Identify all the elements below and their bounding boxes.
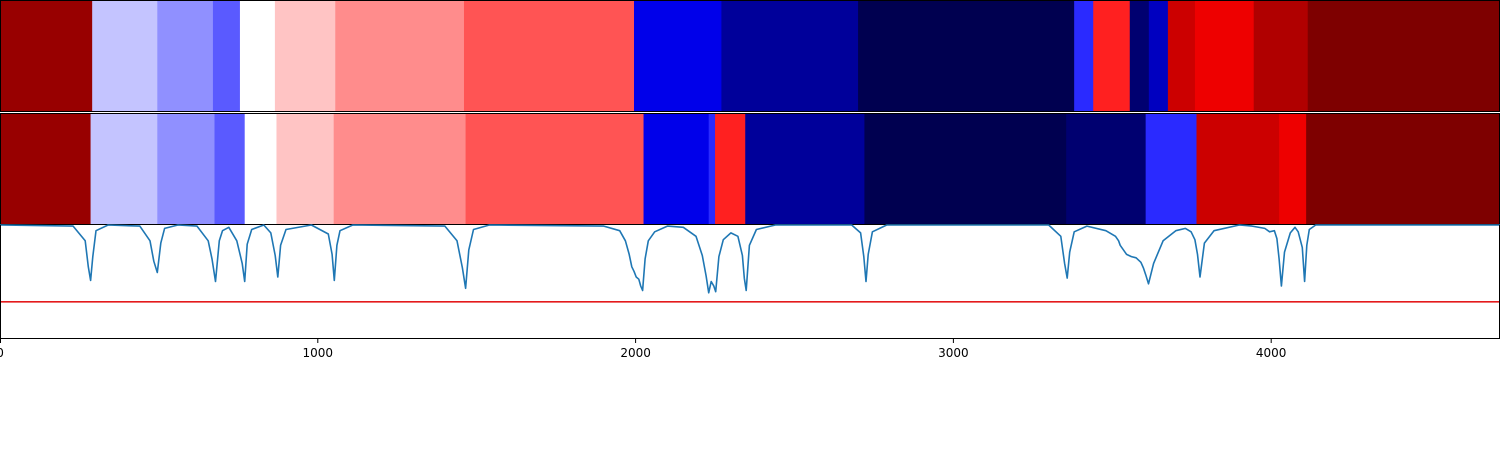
heatmap-segment [1196, 113, 1280, 225]
heatmap-segment [333, 113, 467, 225]
heatmap-segment [643, 113, 710, 225]
heatmap-segment [1279, 113, 1307, 225]
heatmap-segment [90, 113, 158, 225]
heatmap-segment [92, 0, 158, 112]
heatmap-segment [1306, 113, 1500, 225]
heatmap-segment [214, 113, 246, 225]
heatmap-track-bottom [0, 113, 1500, 225]
heatmap-segment [335, 0, 465, 112]
heatmap-segment [212, 0, 241, 112]
heatmap-segment [864, 113, 1067, 225]
line-plot-panel [0, 224, 1500, 339]
heatmap-segment [463, 0, 635, 112]
heatmap-segment [1129, 0, 1150, 112]
heatmap-segment [157, 0, 214, 112]
heatmap-segment [1066, 113, 1147, 225]
x-tick-label: 3000 [938, 346, 969, 360]
x-tick-label: 4000 [1256, 346, 1287, 360]
heatmap-segment [1194, 0, 1255, 112]
heatmap-segment [465, 113, 645, 225]
line-panel-background [0, 225, 1500, 338]
heatmap-segment [721, 0, 859, 112]
heatmap-segment [239, 0, 276, 112]
heatmap-segment [276, 113, 335, 225]
heatmap-segment [745, 113, 865, 225]
heatmap-segment [244, 113, 277, 225]
score-line [0, 224, 1500, 294]
heatmap-track-top [0, 0, 1500, 112]
heatmap-segment [274, 0, 336, 112]
heatmap-segment [634, 0, 722, 112]
heatmap-segment [858, 0, 1075, 112]
heatmap-segment [1148, 0, 1169, 112]
heatmap-segment [157, 113, 216, 225]
x-tick-label: 2000 [620, 346, 651, 360]
heatmap-segment [1307, 0, 1500, 112]
heatmap-segment [0, 0, 93, 112]
x-tick-label: 1000 [303, 346, 334, 360]
heatmap-segment [715, 113, 746, 225]
heatmap-segment [0, 113, 92, 225]
x-axis: 0 1000 2000 3000 4000 [0, 338, 1286, 360]
heatmap-segment [708, 113, 716, 225]
heatmap-segment [1145, 113, 1198, 225]
x-tick-label: 0 [0, 346, 4, 360]
heatmap-segment [1074, 0, 1094, 112]
heatmap-segment [1167, 0, 1196, 112]
heatmap-segment [1253, 0, 1309, 112]
heatmap-segment [1093, 0, 1131, 112]
